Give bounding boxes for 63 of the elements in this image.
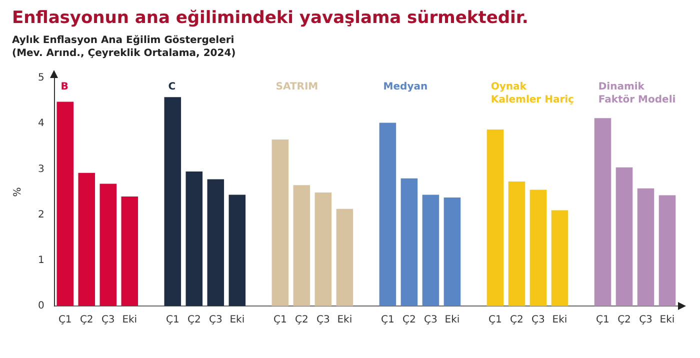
x-tick-label: Ç1 bbox=[381, 314, 394, 326]
x-tick-label: Eki bbox=[337, 314, 352, 326]
bar bbox=[658, 195, 676, 306]
text: Medyan bbox=[383, 82, 428, 93]
bar bbox=[78, 172, 96, 306]
bar bbox=[293, 185, 310, 306]
series-label: Dinamik Faktör Modeli bbox=[598, 82, 676, 106]
y-tick-label: 0 bbox=[38, 300, 44, 312]
chart-subtitle: Aylık Enflasyon Ana Eğilim Göstergeleri (Mev. Arınd., Çeyreklik Ortalama, 2024) bbox=[12, 34, 237, 60]
x-tick-label: Ç1 bbox=[58, 314, 72, 326]
text: Oynak Kalemler Hariç bbox=[490, 82, 574, 106]
x-tick-label: Ç2 bbox=[618, 314, 631, 326]
y-axis-title: % bbox=[12, 187, 24, 197]
x-tick-label: Eki bbox=[552, 314, 568, 326]
x-tick-label: Ç1 bbox=[488, 314, 502, 326]
bar bbox=[444, 197, 461, 306]
bar bbox=[100, 184, 117, 306]
bar bbox=[207, 179, 224, 306]
bar bbox=[186, 171, 203, 306]
x-tick-label: Eki bbox=[660, 314, 675, 326]
x-tick-label: Ç3 bbox=[101, 314, 115, 326]
bar bbox=[336, 208, 354, 306]
x-tick-label: Ç2 bbox=[402, 314, 416, 326]
x-tick-label: Ç3 bbox=[316, 314, 330, 326]
series-label: C bbox=[168, 82, 176, 93]
x-tick-label: Ç1 bbox=[166, 314, 180, 326]
bar bbox=[422, 194, 440, 306]
bar bbox=[56, 102, 74, 306]
x-tick-label: Ç1 bbox=[596, 314, 610, 326]
bar bbox=[121, 196, 138, 306]
bar bbox=[486, 130, 504, 306]
x-tick-label: Eki bbox=[444, 314, 460, 326]
bar bbox=[400, 178, 418, 306]
y-tick-label: 2 bbox=[38, 209, 44, 220]
bar bbox=[508, 182, 526, 306]
y-tick-label: 4 bbox=[38, 118, 44, 130]
x-tick-label: Ç1 bbox=[273, 314, 287, 326]
bar bbox=[594, 118, 612, 306]
bar bbox=[616, 167, 633, 306]
x-tick-label: Ç3 bbox=[208, 314, 222, 326]
x-tick-label: Eki bbox=[122, 314, 138, 326]
x-tick-label: Ç3 bbox=[532, 314, 545, 326]
x-tick-label: Ç2 bbox=[510, 314, 524, 326]
x-tick-label: Ç3 bbox=[424, 314, 438, 326]
bar bbox=[530, 190, 547, 306]
x-tick-label: Eki bbox=[230, 314, 245, 326]
x-tick-label: Ç2 bbox=[187, 314, 201, 326]
bar bbox=[164, 97, 182, 306]
x-tick-label: Ç2 bbox=[80, 314, 94, 326]
chart-title: Enflasyonun ana eğilimindeki yavaşlama sürmektedir. bbox=[12, 8, 530, 28]
bar bbox=[379, 122, 396, 306]
bar bbox=[637, 188, 654, 306]
bar bbox=[314, 192, 332, 306]
x-tick-label: Ç3 bbox=[639, 314, 652, 326]
y-tick-label: 3 bbox=[38, 164, 44, 175]
y-tick-label: 5 bbox=[38, 72, 44, 84]
text: SATRIM bbox=[276, 82, 318, 93]
y-tick-label: 1 bbox=[38, 254, 44, 266]
bar bbox=[272, 140, 289, 306]
x-tick-label: Ç2 bbox=[294, 314, 308, 326]
bar bbox=[551, 210, 568, 306]
bar bbox=[228, 194, 246, 306]
series-label: B bbox=[60, 82, 68, 93]
